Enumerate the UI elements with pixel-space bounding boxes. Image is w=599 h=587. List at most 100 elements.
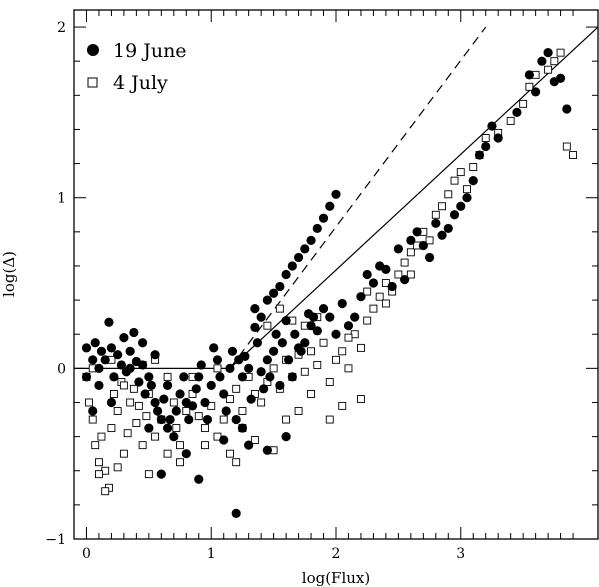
- point-4-july: [232, 458, 241, 467]
- point-19-june: [269, 346, 279, 356]
- point-19-june: [191, 384, 201, 394]
- point-4-july: [307, 347, 315, 356]
- point-19-june: [306, 321, 316, 331]
- point-19-june: [275, 380, 285, 391]
- point-19-june: [240, 351, 250, 362]
- point-4-july: [357, 343, 365, 352]
- point-19-june: [171, 406, 181, 416]
- point-19-june: [462, 193, 472, 203]
- point-19-june: [562, 104, 572, 114]
- point-4-july: [91, 441, 100, 450]
- point-19-june: [81, 372, 92, 382]
- point-4-july: [129, 384, 138, 393]
- point-19-june: [215, 372, 225, 382]
- point-19-june: [487, 121, 497, 131]
- point-4-july: [469, 163, 478, 171]
- point-4-july: [363, 316, 372, 325]
- point-19-june: [350, 312, 360, 322]
- point-19-june: [262, 355, 272, 365]
- point-19-june: [262, 295, 272, 305]
- point-19-june: [129, 327, 139, 338]
- point-19-june: [474, 150, 485, 160]
- point-4-july: [219, 415, 228, 424]
- point-19-june: [265, 372, 275, 382]
- point-19-june: [125, 346, 135, 356]
- point-19-june: [88, 355, 98, 365]
- point-19-june: [169, 432, 179, 442]
- point-4-july: [313, 360, 322, 369]
- point-19-june: [159, 394, 169, 404]
- x-tick-label: 1: [207, 546, 216, 562]
- point-19-june: [106, 343, 117, 353]
- point-19-june: [555, 73, 566, 83]
- point-19-june: [293, 252, 304, 263]
- point-4-july: [142, 412, 151, 421]
- point-4-july: [544, 65, 553, 74]
- point-19-june: [219, 435, 229, 445]
- point-19-june: [306, 235, 316, 245]
- point-19-june: [418, 240, 428, 251]
- point-4-july: [269, 364, 278, 373]
- y-tick-label: 0: [57, 361, 66, 377]
- point-19-june: [138, 338, 148, 348]
- point-4-july: [226, 395, 234, 404]
- point-4-july: [126, 398, 135, 407]
- point-19-june: [250, 304, 260, 314]
- point-19-june: [256, 367, 266, 377]
- point-19-june: [287, 372, 297, 382]
- point-19-june: [287, 261, 297, 271]
- point-4-july: [250, 436, 259, 444]
- point-4-july: [282, 415, 291, 424]
- point-4-july: [506, 116, 515, 125]
- point-19-june: [104, 317, 114, 327]
- point-19-june: [227, 346, 238, 356]
- dashed-reference-line: [229, 26, 487, 369]
- point-4-july: [176, 441, 184, 450]
- legend: 19 June 4 July: [87, 40, 187, 94]
- point-19-june: [96, 346, 107, 356]
- point-19-june: [271, 329, 281, 339]
- point-19-june: [318, 213, 329, 223]
- y-tick-label: −1: [45, 532, 66, 548]
- point-4-july: [556, 48, 565, 57]
- point-4-july: [213, 364, 222, 373]
- point-19-june: [237, 372, 248, 382]
- point-19-june: [318, 304, 329, 314]
- point-19-june: [100, 355, 110, 365]
- point-19-june: [156, 469, 166, 479]
- point-19-june: [356, 292, 366, 302]
- point-4-july: [550, 57, 559, 66]
- point-4-july: [95, 470, 103, 479]
- point-4-july: [275, 304, 284, 313]
- point-19-june: [165, 414, 175, 425]
- point-19-june: [152, 406, 163, 416]
- point-4-july: [300, 367, 309, 376]
- point-4-july: [176, 458, 184, 467]
- point-4-july: [450, 176, 459, 185]
- point-19-june: [250, 322, 260, 332]
- point-4-july: [144, 470, 153, 479]
- y-tick-label: 2: [57, 20, 66, 36]
- point-19-june: [225, 363, 235, 373]
- point-19-june: [387, 281, 397, 292]
- point-4-july: [113, 407, 122, 415]
- point-19-june: [449, 210, 460, 220]
- point-4-july: [369, 304, 378, 313]
- point-4-july: [95, 458, 103, 467]
- point-4-july: [119, 449, 128, 458]
- point-19-june: [275, 281, 285, 292]
- point-4-july: [263, 321, 272, 330]
- point-19-june: [90, 338, 100, 348]
- point-4-july: [525, 82, 534, 91]
- point-4-july: [381, 299, 390, 308]
- point-19-june: [406, 235, 416, 245]
- point-4-july: [238, 407, 247, 415]
- point-19-june: [493, 133, 503, 143]
- point-19-june: [146, 380, 156, 391]
- point-19-june: [281, 432, 291, 442]
- point-19-june: [456, 201, 466, 211]
- point-19-june: [524, 70, 534, 80]
- point-19-june: [94, 380, 104, 391]
- point-19-june: [244, 363, 254, 373]
- point-19-june: [106, 397, 117, 408]
